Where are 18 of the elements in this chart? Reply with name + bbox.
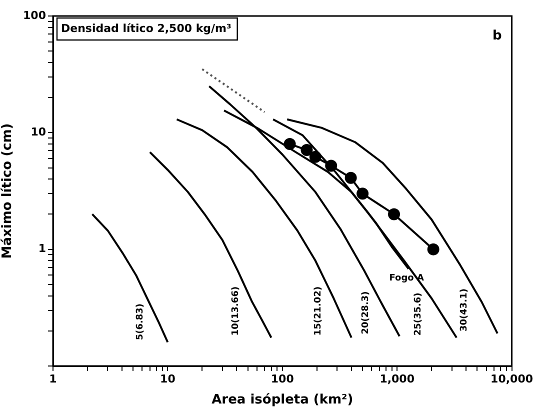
x-tick-label: 100 (270, 372, 294, 386)
text: 20(28.3) (361, 291, 372, 334)
x-tick-label: 1,000 (380, 372, 415, 386)
y-tick-label: 1 (38, 242, 46, 256)
annotation: Densidad lítico 2,500 kg/m³ (61, 22, 232, 35)
text: 15(21.02) (314, 286, 324, 336)
text: 25(35.6) (413, 292, 424, 336)
y-tick-label: 10 (30, 126, 46, 139)
x-tick-label: 1 (49, 372, 57, 386)
text: 30(43.1) (460, 288, 470, 332)
y-axis-title: Máximo lítico (cm) (0, 123, 16, 259)
x-tick-label: 10,000 (490, 372, 534, 386)
y-tick-label: 100 (23, 8, 46, 22)
x-tick-label: 10 (160, 372, 176, 386)
x-axis-title: Area isópleta (km²) (212, 392, 354, 408)
annotation: b (492, 28, 502, 44)
text: 10(13.66) (230, 286, 241, 336)
text: 5(6.83) (135, 303, 146, 340)
